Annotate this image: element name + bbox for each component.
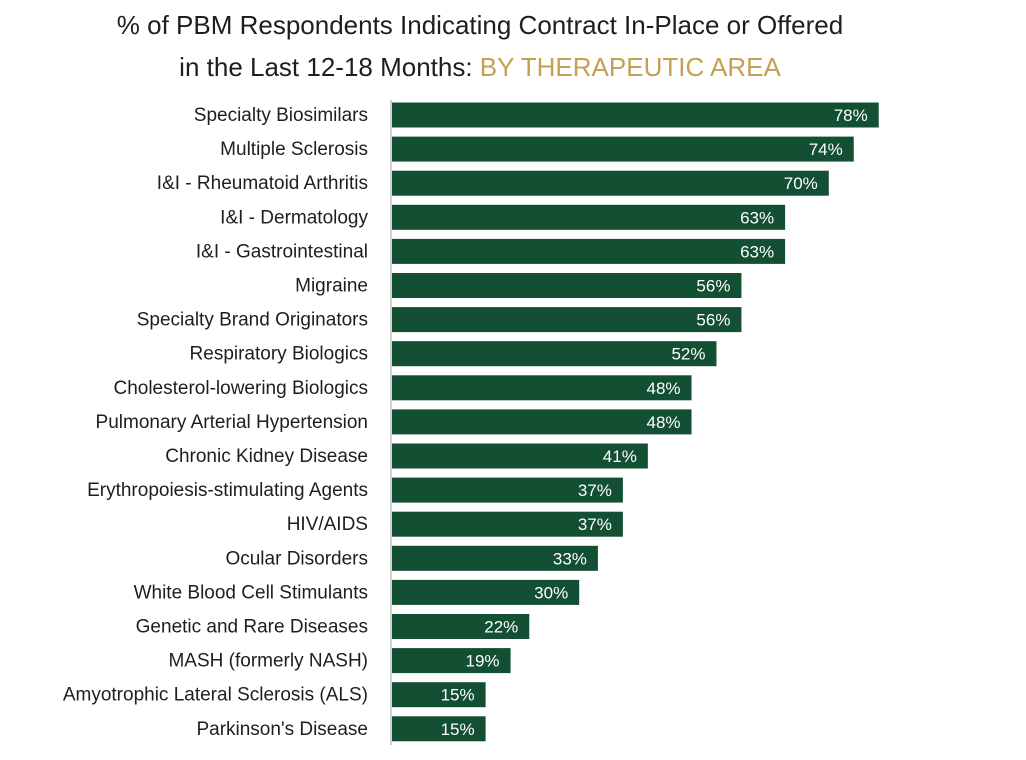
bar — [392, 648, 511, 674]
category-label: Migraine — [295, 276, 368, 297]
value-label: 48% — [646, 413, 680, 432]
value-label: 78% — [834, 106, 868, 125]
bar — [392, 511, 623, 537]
bar — [392, 579, 580, 605]
category-label: HIV/AIDS — [287, 514, 368, 535]
bar — [392, 307, 742, 333]
bar — [392, 409, 692, 435]
bar — [392, 170, 829, 196]
chart-title-line-2-prefix: in the Last 12-18 Months: — [179, 52, 480, 82]
value-label: 48% — [646, 379, 680, 398]
chart-title: % of PBM Respondents Indicating Contract… — [0, 4, 960, 88]
value-label: 19% — [466, 652, 500, 671]
category-label: I&I - Dermatology — [220, 207, 368, 228]
chart-title-line-1: % of PBM Respondents Indicating Contract… — [116, 10, 844, 40]
category-label: Specialty Brand Originators — [137, 310, 368, 331]
bar — [392, 682, 486, 708]
value-label: 37% — [578, 481, 612, 500]
bar — [392, 238, 786, 264]
category-label: Amyotrophic Lateral Sclerosis (ALS) — [63, 685, 368, 706]
category-label: Parkinson's Disease — [196, 719, 368, 740]
value-label: 30% — [534, 583, 568, 602]
value-label: 15% — [441, 720, 475, 739]
bar — [392, 375, 692, 401]
value-label: 63% — [740, 208, 774, 227]
bar — [392, 341, 717, 367]
value-label: 56% — [696, 311, 730, 330]
category-label: Pulmonary Arterial Hypertension — [96, 412, 368, 433]
category-label: Chronic Kidney Disease — [165, 446, 368, 467]
value-label: 37% — [578, 515, 612, 534]
bar — [392, 545, 598, 571]
chart-title-accent: BY THERAPEUTIC AREA — [479, 52, 781, 82]
category-label: Cholesterol-lowering Biologics — [113, 378, 368, 399]
value-label: 15% — [441, 686, 475, 705]
bar — [392, 136, 854, 162]
value-label: 70% — [784, 174, 818, 193]
bar — [392, 716, 486, 742]
value-label: 63% — [740, 242, 774, 261]
category-label: MASH (formerly NASH) — [168, 651, 368, 672]
category-label: I&I - Rheumatoid Arthritis — [157, 173, 368, 194]
value-label: 52% — [671, 345, 705, 364]
value-label: 41% — [603, 447, 637, 466]
category-label: White Blood Cell Stimulants — [134, 582, 368, 603]
category-label: Ocular Disorders — [225, 548, 368, 569]
bar — [392, 477, 623, 503]
bar — [392, 273, 742, 298]
bar — [392, 443, 648, 469]
bar — [392, 102, 879, 128]
value-label: 33% — [553, 549, 587, 568]
value-label: 56% — [696, 277, 730, 296]
category-label: Erythropoiesis-stimulating Agents — [87, 480, 368, 501]
value-label: 74% — [809, 140, 843, 159]
bar — [392, 614, 530, 639]
category-label: Specialty Biosimilars — [194, 105, 368, 126]
category-label: I&I - Gastrointestinal — [196, 241, 368, 262]
value-label: 22% — [484, 618, 518, 637]
category-label: Multiple Sclerosis — [220, 139, 368, 160]
bar — [392, 204, 786, 230]
chart-title-line-2: in the Last 12-18 Months: BY THERAPEUTIC… — [0, 46, 960, 88]
category-label: Genetic and Rare Diseases — [136, 617, 368, 638]
category-label: Respiratory Biologics — [190, 344, 368, 365]
